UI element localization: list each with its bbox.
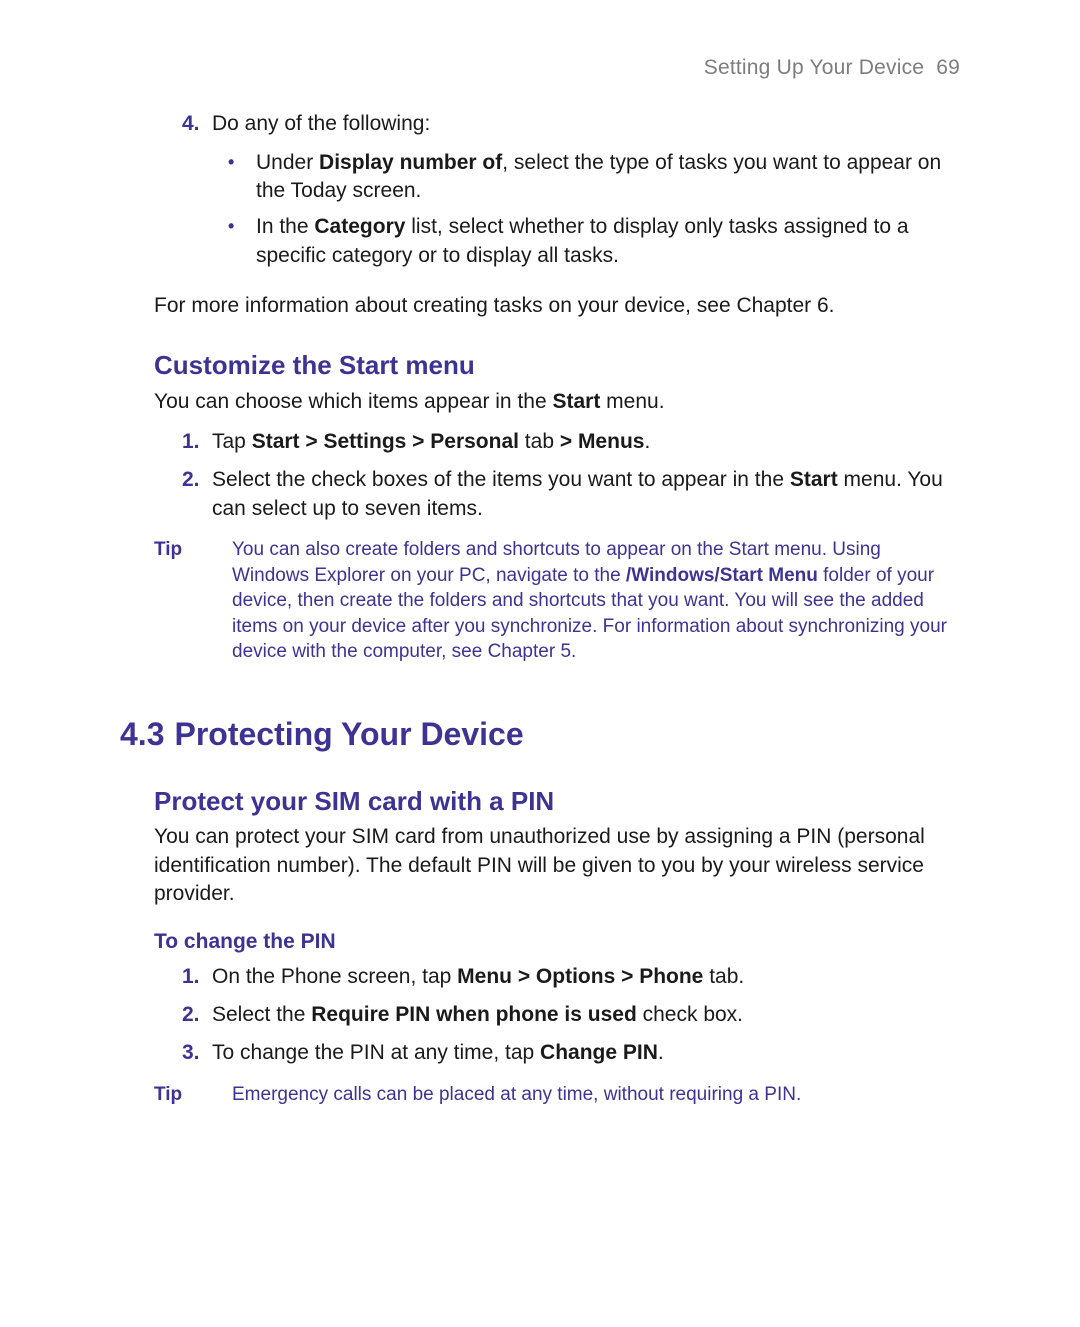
step-text: To change the PIN at any time, tap Chang… bbox=[212, 1039, 960, 1067]
tip-body: Emergency calls can be placed at any tim… bbox=[232, 1082, 960, 1108]
page-header: Setting Up Your Device 69 bbox=[120, 54, 960, 82]
step-text: Select the Require PIN when phone is use… bbox=[212, 1001, 960, 1029]
customize-intro: You can choose which items appear in the… bbox=[154, 388, 960, 416]
heading-to-change-pin: To change the PIN bbox=[154, 928, 960, 956]
pin-tip: Tip Emergency calls can be placed at any… bbox=[154, 1082, 960, 1108]
step-text: Select the check boxes of the items you … bbox=[212, 466, 960, 523]
page-number: 69 bbox=[936, 56, 960, 79]
step-number: 2. bbox=[182, 466, 212, 523]
step-4: 4. Do any of the following: bbox=[182, 110, 960, 138]
step-number: 1. bbox=[182, 963, 212, 991]
heading-customize-start-menu: Customize the Start menu bbox=[154, 348, 960, 383]
bullet-icon: • bbox=[228, 213, 256, 270]
pin-step-1: 1.On the Phone screen, tap Menu > Option… bbox=[182, 963, 960, 991]
step-number: 3. bbox=[182, 1039, 212, 1067]
step-text: Tap Start > Settings > Personal tab > Me… bbox=[212, 428, 960, 456]
more-info-paragraph: For more information about creating task… bbox=[154, 292, 960, 320]
step-number: 4. bbox=[182, 110, 212, 138]
section-title: Protecting Your Device bbox=[174, 716, 523, 752]
heading-4-3: 4.3 Protecting Your Device bbox=[120, 713, 960, 756]
bullet-text: In the Category list, select whether to … bbox=[256, 213, 960, 270]
step-4-bullet-1: • Under Display number of, select the ty… bbox=[228, 149, 960, 206]
sim-intro: You can protect your SIM card from unaut… bbox=[154, 823, 960, 908]
bullet-text: Under Display number of, select the type… bbox=[256, 149, 960, 206]
tip-body: You can also create folders and shortcut… bbox=[232, 537, 960, 665]
customize-step-2: 2.Select the check boxes of the items yo… bbox=[182, 466, 960, 523]
chapter-title: Setting Up Your Device bbox=[704, 56, 924, 79]
step-number: 2. bbox=[182, 1001, 212, 1029]
customize-step-1: 1.Tap Start > Settings > Personal tab > … bbox=[182, 428, 960, 456]
heading-protect-sim: Protect your SIM card with a PIN bbox=[154, 784, 960, 819]
step-4-bullet-2: • In the Category list, select whether t… bbox=[228, 213, 960, 270]
tip-label: Tip bbox=[154, 537, 232, 665]
pin-step-3: 3.To change the PIN at any time, tap Cha… bbox=[182, 1039, 960, 1067]
bullet-icon: • bbox=[228, 149, 256, 206]
tip-label: Tip bbox=[154, 1082, 232, 1108]
customize-tip: Tip You can also create folders and shor… bbox=[154, 537, 960, 665]
step-text: On the Phone screen, tap Menu > Options … bbox=[212, 963, 960, 991]
step-text: Do any of the following: bbox=[212, 110, 960, 138]
section-number: 4.3 bbox=[120, 716, 164, 752]
step-number: 1. bbox=[182, 428, 212, 456]
pin-step-2: 2.Select the Require PIN when phone is u… bbox=[182, 1001, 960, 1029]
